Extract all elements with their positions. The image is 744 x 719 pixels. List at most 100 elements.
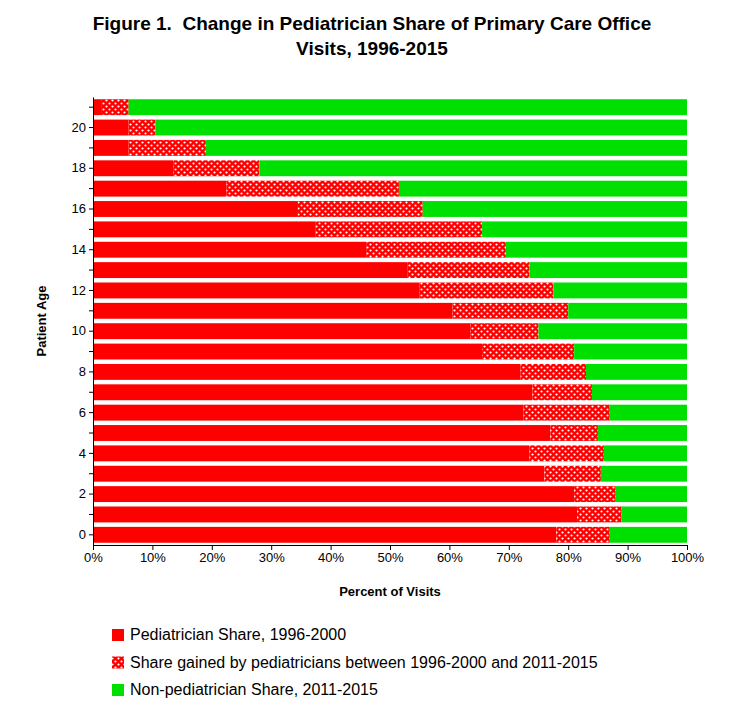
axis-line bbox=[93, 98, 94, 546]
tick-label: 2 bbox=[79, 486, 86, 501]
bar bbox=[93, 323, 470, 339]
bar bbox=[586, 364, 687, 380]
tick-label: 12 bbox=[72, 283, 86, 298]
tick-mark bbox=[89, 127, 93, 128]
bar bbox=[93, 425, 550, 441]
bar bbox=[93, 466, 544, 482]
legend-swatch bbox=[112, 629, 124, 641]
bar bbox=[93, 486, 574, 502]
bar bbox=[601, 466, 687, 482]
tick: 100% bbox=[671, 545, 705, 565]
bar bbox=[93, 221, 316, 237]
bar bbox=[93, 527, 556, 543]
bar bbox=[533, 384, 592, 400]
tick-label: 100% bbox=[671, 550, 705, 565]
legend-swatch bbox=[112, 657, 124, 669]
bar bbox=[574, 344, 687, 360]
tick-mark bbox=[89, 371, 93, 372]
tick-label: 8 bbox=[79, 364, 86, 379]
bar bbox=[550, 425, 598, 441]
bar bbox=[129, 99, 687, 115]
bar bbox=[399, 181, 687, 197]
bar bbox=[553, 283, 687, 299]
tick: 10% bbox=[140, 545, 166, 565]
bars bbox=[93, 99, 687, 543]
tick-mark bbox=[89, 290, 93, 291]
bar bbox=[524, 405, 610, 421]
bar bbox=[93, 120, 129, 136]
tick: 10 bbox=[72, 323, 93, 338]
tick: 8 bbox=[79, 364, 93, 379]
tick-label: 40% bbox=[318, 550, 344, 565]
tick bbox=[89, 188, 93, 189]
bar bbox=[568, 303, 687, 319]
series bbox=[129, 99, 687, 543]
tick-mark bbox=[89, 249, 93, 250]
tick bbox=[89, 107, 93, 108]
bar bbox=[129, 120, 156, 136]
legend-label: Non-pediatrician Share, 2011-2015 bbox=[130, 681, 378, 698]
bar bbox=[539, 323, 688, 339]
tick-label: 14 bbox=[72, 242, 86, 257]
bar bbox=[93, 99, 102, 115]
y-axis-title: Patient Age bbox=[34, 285, 49, 356]
tick-mark bbox=[89, 168, 93, 169]
legend-label: Pediatrician Share, 1996-2000 bbox=[130, 626, 346, 643]
tick: 12 bbox=[72, 283, 93, 298]
bar bbox=[93, 405, 524, 421]
bar bbox=[316, 221, 482, 237]
tick bbox=[89, 270, 93, 271]
bar bbox=[420, 283, 554, 299]
tick: 90% bbox=[615, 545, 641, 565]
tick: 20 bbox=[72, 120, 93, 135]
bar bbox=[452, 303, 568, 319]
tick: 20% bbox=[199, 545, 225, 565]
bar bbox=[93, 160, 173, 176]
bar bbox=[102, 99, 129, 115]
bar bbox=[521, 364, 586, 380]
tick-label: 10 bbox=[72, 323, 86, 338]
legend-label: Share gained by pediatricians between 19… bbox=[130, 654, 598, 671]
tick: 70% bbox=[496, 545, 522, 565]
tick: 0 bbox=[79, 527, 93, 542]
legend-swatch bbox=[112, 684, 124, 696]
bar bbox=[604, 445, 687, 461]
bar bbox=[93, 283, 420, 299]
tick: 40% bbox=[318, 545, 344, 565]
legend: Pediatrician Share, 1996-2000 Share gaine… bbox=[112, 626, 598, 698]
bar bbox=[423, 201, 687, 217]
bar bbox=[622, 507, 687, 523]
tick: 16 bbox=[72, 201, 93, 216]
tick-mark bbox=[89, 147, 93, 148]
bar bbox=[93, 507, 577, 523]
tick bbox=[89, 433, 93, 434]
bar bbox=[574, 486, 616, 502]
y-axis: 02468101214161820 bbox=[72, 98, 94, 546]
tick: 80% bbox=[556, 545, 582, 565]
tick-label: 90% bbox=[615, 550, 641, 565]
tick bbox=[89, 147, 93, 148]
bar bbox=[298, 201, 423, 217]
tick-label: 10% bbox=[140, 550, 166, 565]
tick-mark bbox=[89, 392, 93, 393]
tick bbox=[89, 473, 93, 474]
legend-item: Share gained by pediatricians between 19… bbox=[112, 654, 598, 671]
bar bbox=[506, 242, 687, 258]
bar bbox=[470, 323, 538, 339]
bar bbox=[556, 527, 609, 543]
tick-label: 18 bbox=[72, 160, 86, 175]
tick: 6 bbox=[79, 405, 93, 420]
legend-item: Non-pediatrician Share, 2011-2015 bbox=[112, 681, 378, 698]
tick-mark bbox=[89, 209, 93, 210]
tick: 2 bbox=[79, 486, 93, 501]
tick-label: 0% bbox=[84, 550, 103, 565]
tick: 60% bbox=[437, 545, 463, 565]
bar bbox=[206, 140, 687, 156]
bar bbox=[93, 262, 408, 278]
tick-mark bbox=[89, 433, 93, 434]
tick-mark bbox=[89, 229, 93, 230]
tick-mark bbox=[89, 412, 93, 413]
bar bbox=[592, 384, 687, 400]
tick: 18 bbox=[72, 160, 93, 175]
bar bbox=[227, 181, 399, 197]
